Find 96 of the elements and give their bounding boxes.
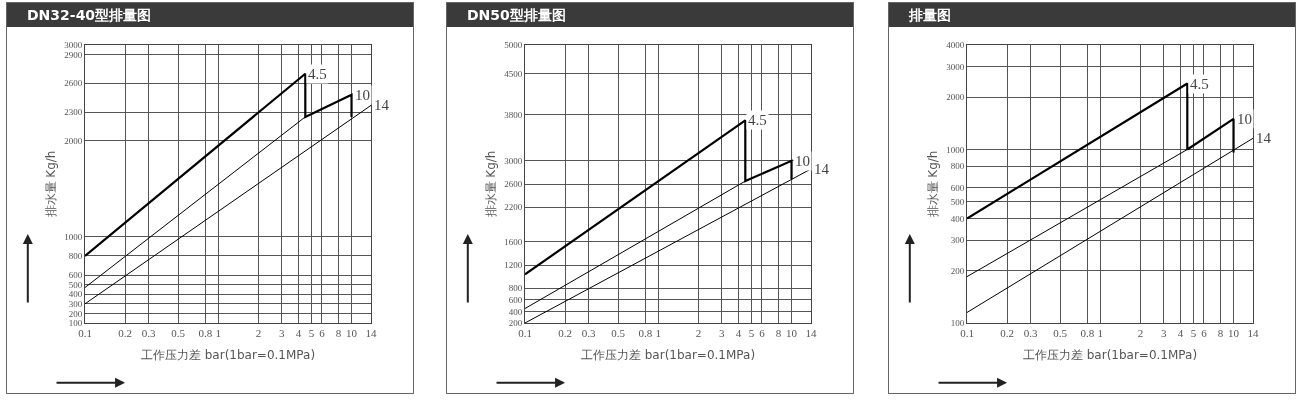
y-tick-label: 2600 [504, 179, 523, 190]
x-tick-label: 0.3 [141, 327, 156, 340]
y-tick-label: 500 [68, 279, 83, 290]
annotation: 10 [355, 87, 370, 103]
x-tick-label: 0.2 [118, 327, 132, 340]
x-tick-label: 0.5 [611, 327, 626, 340]
y-axis-title: 排水量 Kg/h [483, 150, 498, 218]
x-tick-label: 0.5 [171, 327, 186, 340]
x-tick-label: 14 [365, 327, 377, 340]
x-tick-label: 5 [1190, 327, 1197, 340]
annotation: 14 [374, 97, 390, 113]
x-tick-label: 8 [335, 327, 342, 340]
x-tick-label: 6 [1201, 327, 1208, 340]
x-tick-label: 2 [695, 327, 702, 340]
x-tick-label: 8 [775, 327, 782, 340]
y-tick-label: 1000 [64, 231, 83, 242]
y-tick-label: 800 [508, 283, 523, 294]
x-axis-title: 工作压力差 bar(1bar=0.1MPa) [140, 348, 316, 363]
x-tick-label: 0.8 [198, 327, 213, 340]
x-tick-label: 3 [279, 327, 286, 340]
y-tick-label: 600 [508, 294, 523, 305]
y-tick-label: 200 [68, 308, 83, 319]
x-tick-label: 10 [786, 327, 798, 340]
y-tick-label: 3000 [946, 61, 965, 72]
annotation: 4.5 [748, 112, 767, 128]
chart-title: DN50型排量图 [447, 3, 853, 27]
x-tick-label: 6 [319, 327, 326, 340]
x-tick-label: 4 [295, 327, 302, 340]
y-tick-label: 2000 [946, 92, 965, 103]
x-tick-label: 1 [655, 327, 662, 340]
y-tick-label: 2000 [64, 136, 83, 147]
y-tick-label: 100 [68, 318, 83, 329]
x-tick-label: 14 [805, 327, 817, 340]
y-axis-title: 排水量 Kg/h [925, 150, 940, 218]
chart-title: DN32-40型排量图 [7, 3, 413, 27]
x-axis-title: 工作压力差 bar(1bar=0.1MPa) [580, 348, 756, 363]
x-tick-label: 0.2 [1000, 327, 1014, 340]
x-tick-label: 5 [308, 327, 315, 340]
x-tick-label: 1 [215, 327, 222, 340]
annotation: 4.5 [308, 66, 327, 82]
x-tick-label: 0.8 [1080, 327, 1095, 340]
y-tick-label: 3000 [64, 40, 83, 51]
y-tick-label: 1200 [504, 260, 523, 271]
y-tick-label: 200 [508, 318, 523, 329]
x-axis-title: 工作压力差 bar(1bar=0.1MPa) [1022, 348, 1198, 363]
y-tick-label: 800 [68, 251, 83, 262]
x-tick-label: 0.1 [78, 327, 92, 340]
annotation: 14 [1256, 130, 1272, 146]
annotation: 10 [1237, 111, 1252, 127]
x-tick-label: 10 [346, 327, 358, 340]
y-tick-label: 200 [950, 265, 965, 276]
y-tick-label: 800 [950, 161, 965, 172]
y-tick-label: 600 [950, 183, 965, 194]
y-tick-label: 400 [68, 289, 83, 300]
y-tick-label: 1600 [504, 237, 523, 248]
x-tick-label: 0.2 [558, 327, 572, 340]
y-tick-label: 300 [68, 298, 83, 309]
x-tick-label: 6 [759, 327, 766, 340]
y-tick-label: 4500 [504, 69, 523, 80]
y-tick-label: 500 [950, 196, 965, 207]
chart-title: 排量图 [889, 3, 1295, 27]
x-tick-label: 0.5 [1053, 327, 1068, 340]
x-tick-label: 0.1 [518, 327, 532, 340]
x-tick-label: 5 [748, 327, 755, 340]
y-tick-label: 2300 [64, 107, 83, 118]
x-tick-label: 0.8 [638, 327, 653, 340]
x-tick-label: 2 [255, 327, 262, 340]
y-tick-label: 1000 [946, 144, 965, 155]
y-tick-label: 3800 [504, 109, 523, 120]
y-tick-label: 2600 [64, 78, 83, 89]
x-tick-label: 14 [1247, 327, 1259, 340]
y-tick-label: 2900 [64, 49, 83, 60]
x-tick-label: 8 [1217, 327, 1224, 340]
x-tick-label: 0.3 [581, 327, 596, 340]
x-tick-label: 0.3 [1023, 327, 1038, 340]
y-tick-label: 400 [950, 213, 965, 224]
y-tick-label: 3000 [504, 155, 523, 166]
y-tick-label: 400 [508, 306, 523, 317]
y-tick-label: 100 [950, 318, 965, 329]
y-tick-label: 300 [950, 235, 965, 246]
y-tick-label: 4000 [946, 40, 965, 51]
y-tick-label: 600 [68, 270, 83, 281]
x-tick-label: 0.1 [960, 327, 974, 340]
annotation: 4.5 [1190, 76, 1209, 92]
x-tick-label: 10 [1228, 327, 1240, 340]
x-tick-label: 3 [719, 327, 726, 340]
annotation: 10 [795, 153, 810, 169]
x-tick-label: 4 [1177, 327, 1184, 340]
y-axis-title: 排水量 Kg/h [43, 150, 58, 218]
x-tick-label: 3 [1161, 327, 1168, 340]
y-tick-label: 5000 [504, 40, 523, 51]
annotation: 14 [814, 161, 830, 177]
x-tick-label: 2 [1137, 327, 1144, 340]
x-tick-label: 4 [735, 327, 742, 340]
y-tick-label: 2200 [504, 202, 523, 213]
x-tick-label: 1 [1097, 327, 1104, 340]
